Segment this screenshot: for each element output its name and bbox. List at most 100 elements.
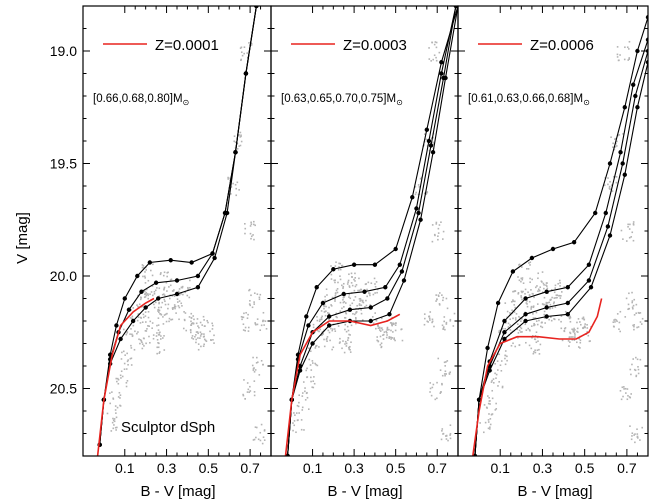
cmd-star xyxy=(233,135,236,138)
cmd-star xyxy=(635,374,638,377)
cmd-star xyxy=(163,298,166,301)
cmd-star xyxy=(385,336,388,339)
cmd-star xyxy=(520,331,522,333)
cmd-star xyxy=(229,177,232,179)
cmd-star xyxy=(626,388,629,390)
cmd-star xyxy=(528,262,530,264)
cmd-star xyxy=(111,421,114,424)
cmd-star xyxy=(428,47,430,49)
cmd-star xyxy=(435,300,437,302)
cmd-star xyxy=(298,412,300,414)
cmd-star xyxy=(527,268,530,270)
cmd-star xyxy=(119,397,121,399)
cmd-star xyxy=(171,294,174,297)
cmd-star xyxy=(390,322,393,324)
cmd-star xyxy=(235,187,238,190)
cmd-star xyxy=(242,323,245,326)
cmd-star xyxy=(142,275,144,278)
cmd-star xyxy=(492,381,495,384)
cmd-star xyxy=(492,378,495,380)
cmd-star xyxy=(117,382,120,385)
cmd-star xyxy=(157,308,160,311)
cmd-star xyxy=(178,318,180,321)
cmd-star xyxy=(253,380,256,382)
cmd-star xyxy=(518,263,521,266)
cmd-star xyxy=(335,315,338,318)
cmd-star xyxy=(380,346,383,349)
cmd-star xyxy=(251,306,254,309)
cmd-star xyxy=(630,373,632,376)
cmd-star xyxy=(500,360,503,362)
cmd-star xyxy=(152,294,154,297)
cmd-star xyxy=(369,294,371,297)
cmd-star xyxy=(348,348,351,351)
cmd-star xyxy=(326,294,328,296)
cmd-star xyxy=(615,319,618,321)
cmd-star xyxy=(342,282,345,285)
cmd-star xyxy=(314,362,316,365)
cmd-star xyxy=(327,312,329,314)
cmd-star xyxy=(195,322,198,325)
cmd-star xyxy=(259,293,262,296)
cmd-star xyxy=(524,293,526,295)
cmd-star xyxy=(626,398,629,401)
cmd-star xyxy=(534,286,537,289)
cmd-star xyxy=(614,321,616,323)
cmd-star xyxy=(527,291,529,294)
cmd-star xyxy=(250,44,253,46)
cmd-star xyxy=(627,223,629,226)
cmd-star xyxy=(629,425,631,427)
cmd-star xyxy=(559,285,561,287)
cmd-star xyxy=(195,334,197,336)
cmd-star xyxy=(530,289,532,291)
cmd-star xyxy=(615,145,618,147)
cmd-star xyxy=(636,428,638,431)
cmd-star xyxy=(518,315,520,318)
cmd-star xyxy=(253,371,256,373)
cmd-star xyxy=(242,316,245,319)
cmd-star xyxy=(498,330,501,332)
isochrone-point xyxy=(426,138,432,144)
cmd-star xyxy=(569,341,571,343)
cmd-star xyxy=(374,312,376,314)
cmd-star xyxy=(539,343,542,346)
cmd-star xyxy=(164,303,167,306)
cmd-star xyxy=(629,368,632,371)
cmd-star xyxy=(479,422,481,424)
cmd-star xyxy=(240,134,242,137)
cmd-star xyxy=(514,317,517,319)
cmd-star xyxy=(141,341,143,344)
cmd-star xyxy=(312,323,315,326)
cmd-star xyxy=(630,393,632,395)
cmd-star xyxy=(116,426,118,429)
cmd-star xyxy=(330,304,332,306)
cmd-star xyxy=(560,315,563,317)
cmd-star xyxy=(380,317,383,320)
cmd-star xyxy=(233,140,236,143)
cmd-star xyxy=(131,317,133,320)
cmd-star xyxy=(305,369,308,372)
cmd-star xyxy=(615,181,618,184)
cmd-star xyxy=(574,329,576,331)
cmd-star xyxy=(386,326,389,329)
cmd-star xyxy=(252,356,254,359)
cmd-star xyxy=(323,305,325,308)
cmd-star xyxy=(539,325,542,328)
cmd-star xyxy=(637,437,639,439)
cmd-star xyxy=(119,404,121,407)
cmd-star xyxy=(415,191,417,194)
cmd-star xyxy=(614,146,617,148)
cmd-star xyxy=(392,323,395,325)
cmd-star xyxy=(401,339,404,342)
cmd-star xyxy=(423,323,426,326)
cmd-star xyxy=(325,305,327,308)
cmd-star xyxy=(144,315,147,317)
cmd-star xyxy=(517,292,520,294)
cmd-star xyxy=(249,299,251,302)
cmd-star xyxy=(339,301,342,304)
cmd-star xyxy=(541,271,544,273)
mass-values: [0.66,0.68,0.80] xyxy=(93,93,173,105)
cmd-star xyxy=(528,294,531,297)
cmd-star xyxy=(533,324,536,326)
panel-plot-area xyxy=(472,15,648,456)
